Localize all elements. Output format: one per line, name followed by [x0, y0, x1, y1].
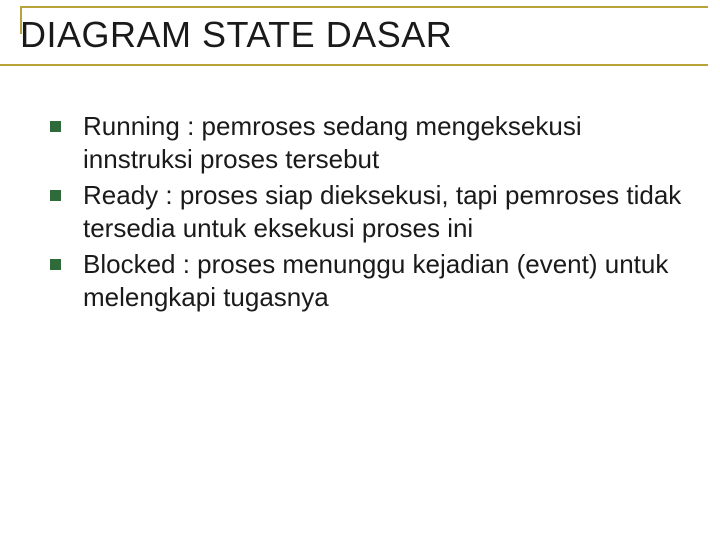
slide-body: Running : pemroses sedang mengeksekusi i…	[0, 66, 720, 313]
bullet-text: Ready : proses siap dieksekusi, tapi pem…	[83, 179, 696, 244]
square-bullet-icon	[50, 190, 61, 201]
title-rule-top	[20, 6, 708, 8]
title-area: DIAGRAM STATE DASAR	[0, 0, 720, 66]
list-item: Running : pemroses sedang mengeksekusi i…	[50, 110, 696, 175]
bullet-text: Blocked : proses menunggu kejadian (even…	[83, 248, 696, 313]
list-item: Blocked : proses menunggu kejadian (even…	[50, 248, 696, 313]
bullet-text: Running : pemroses sedang mengeksekusi i…	[83, 110, 696, 175]
title-rule-bottom	[0, 64, 708, 66]
square-bullet-icon	[50, 259, 61, 270]
slide: DIAGRAM STATE DASAR Running : pemroses s…	[0, 0, 720, 540]
square-bullet-icon	[50, 121, 61, 132]
list-item: Ready : proses siap dieksekusi, tapi pem…	[50, 179, 696, 244]
slide-title: DIAGRAM STATE DASAR	[20, 14, 720, 56]
title-rule-vert	[20, 6, 22, 34]
